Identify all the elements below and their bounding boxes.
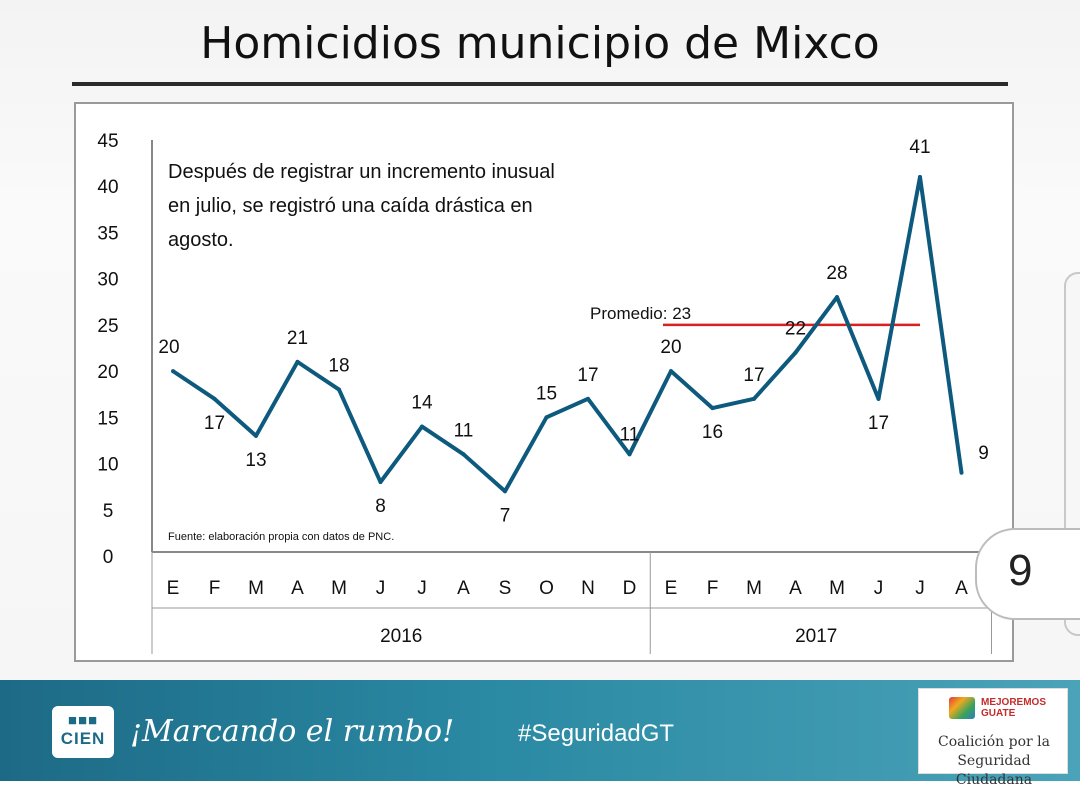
data-label: 17 xyxy=(868,413,889,434)
x-tick-label: M xyxy=(746,578,762,599)
title-divider xyxy=(72,82,1008,86)
y-tick-label: 5 xyxy=(103,501,114,522)
x-tick-label: J xyxy=(376,578,386,599)
x-tick-label: M xyxy=(248,578,264,599)
y-tick-label: 30 xyxy=(97,270,118,291)
data-point xyxy=(627,452,632,457)
data-point xyxy=(876,396,881,401)
y-tick-label: 15 xyxy=(97,408,118,429)
data-label: 17 xyxy=(577,365,598,386)
data-point xyxy=(254,433,258,438)
data-point xyxy=(461,452,466,457)
data-point xyxy=(835,295,839,300)
data-point xyxy=(959,470,964,475)
annotation-line: agosto. xyxy=(168,229,234,251)
x-tick-label: E xyxy=(665,578,678,599)
page-number: 9 xyxy=(1008,546,1033,595)
x-tick-label: O xyxy=(539,578,554,599)
data-label: 8 xyxy=(375,496,386,517)
line-chart: 0 5 10 15 20 25 30 35 40 45 E F M A M J J A S O N D E F M A M J J A 20… xyxy=(97,131,992,654)
x-tick-label: A xyxy=(457,578,470,599)
data-point xyxy=(918,174,922,179)
x-tick-label: J xyxy=(417,578,427,599)
chart-frame: 0 5 10 15 20 25 30 35 40 45 E F M A M J J A S O N D E F M A M J J A 20… xyxy=(74,102,1014,662)
data-point xyxy=(503,489,507,494)
data-point xyxy=(793,350,798,355)
y-tick-label: 35 xyxy=(97,223,118,244)
average-label: Promedio: 23 xyxy=(590,304,691,323)
data-point xyxy=(171,369,175,374)
cien-logo-mark: ■■■ xyxy=(67,712,99,729)
data-point xyxy=(710,406,715,411)
y-tick-label: 10 xyxy=(97,455,118,476)
data-label: 28 xyxy=(826,263,847,284)
data-label: 7 xyxy=(500,505,511,526)
data-label: 20 xyxy=(660,337,681,358)
x-tick-label: J xyxy=(915,578,925,599)
year-label: 2017 xyxy=(795,626,837,647)
data-point xyxy=(586,396,590,401)
x-tick-label: M xyxy=(829,578,845,599)
page-number-tab[interactable] xyxy=(975,528,1080,620)
data-point xyxy=(212,396,217,401)
data-label: 41 xyxy=(909,137,930,158)
x-tick-label: S xyxy=(499,578,512,599)
data-label: 18 xyxy=(328,356,349,377)
cien-logo: ■■■ CIEN xyxy=(52,706,114,758)
data-label: 16 xyxy=(702,422,723,443)
y-tick-label: 0 xyxy=(103,547,114,568)
data-label: 13 xyxy=(245,450,266,471)
x-tick-label: N xyxy=(581,578,595,599)
data-label: 11 xyxy=(620,424,640,445)
x-tick-label: F xyxy=(209,578,221,599)
cien-logo-text: CIEN xyxy=(60,729,106,748)
x-tick-label: M xyxy=(331,578,347,599)
year-label: 2016 xyxy=(380,626,422,647)
annotation-line: en julio, se registró una caída drástica… xyxy=(168,195,533,217)
data-point xyxy=(337,387,341,392)
data-label: 17 xyxy=(204,413,225,434)
data-label: 21 xyxy=(287,328,308,349)
data-point xyxy=(295,359,300,364)
y-tick-label: 25 xyxy=(97,316,118,337)
data-point xyxy=(420,424,424,429)
data-point xyxy=(378,480,383,485)
y-tick-label: 40 xyxy=(97,177,118,198)
series-line-homicidios xyxy=(171,174,964,494)
data-point xyxy=(669,369,673,374)
x-tick-label: F xyxy=(707,578,719,599)
coalition-brand: MEJOREMOS GUATE xyxy=(981,697,1047,719)
y-tick-label: 20 xyxy=(97,362,118,383)
x-tick-label: A xyxy=(789,578,802,599)
data-label: 22 xyxy=(785,319,806,340)
data-point xyxy=(752,396,756,401)
data-label: 17 xyxy=(743,365,764,386)
footer-bar: ■■■ CIEN ¡Marcando el rumbo! #SeguridadG… xyxy=(0,680,1080,788)
slogan: ¡Marcando el rumbo! xyxy=(130,714,455,749)
coalition-logo: MEJOREMOS GUATE Coalición por la Segurid… xyxy=(918,688,1068,788)
data-label: 11 xyxy=(454,420,474,441)
x-tick-label: A xyxy=(955,578,968,599)
x-tick-label: J xyxy=(874,578,884,599)
data-point xyxy=(544,415,549,420)
hashtag: #SeguridadGT xyxy=(518,720,675,747)
x-tick-label: A xyxy=(291,578,304,599)
source-note: Fuente: elaboración propia con datos de … xyxy=(168,531,394,543)
x-tick-label: E xyxy=(167,578,180,599)
data-label: 15 xyxy=(536,383,557,404)
data-label: 20 xyxy=(158,337,179,358)
data-label: 9 xyxy=(978,443,989,464)
x-tick-label: D xyxy=(623,578,637,599)
coalition-name: Coalición por la Seguridad Ciudadana xyxy=(937,734,1050,788)
data-label: 14 xyxy=(411,393,433,414)
annotation-line: Después de registrar un incremento inusu… xyxy=(168,161,555,183)
y-tick-label: 45 xyxy=(97,131,118,152)
page-title: Homicidios municipio de Mixco xyxy=(200,18,880,69)
coalition-mark-icon xyxy=(949,697,975,719)
